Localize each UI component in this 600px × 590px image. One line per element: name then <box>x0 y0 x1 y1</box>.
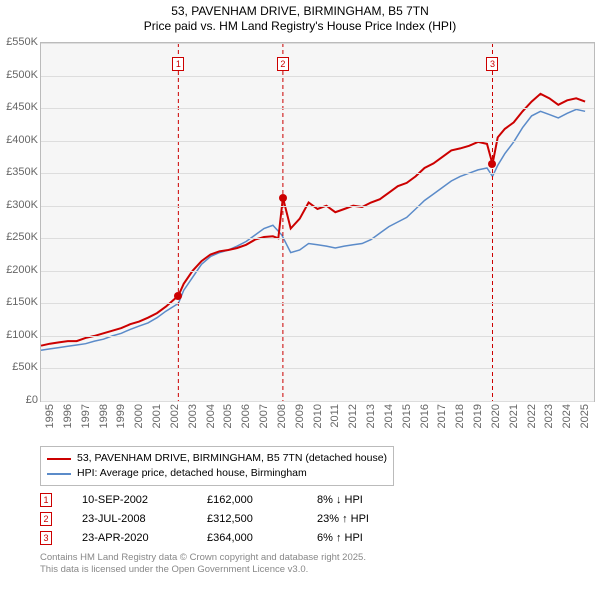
event-price: £364,000 <box>207 532 287 544</box>
event-marker-box: 3 <box>486 57 498 71</box>
x-tick-label: 2025 <box>579 404 591 428</box>
y-tick-label: £550K <box>0 36 38 48</box>
x-tick-label: 2016 <box>419 404 431 428</box>
event-dot <box>174 292 182 300</box>
legend-row-price: 53, PAVENHAM DRIVE, BIRMINGHAM, B5 7TN (… <box>47 451 387 466</box>
y-tick-label: £200K <box>0 264 38 276</box>
gridline-h <box>41 43 594 44</box>
x-tick-label: 2013 <box>365 404 377 428</box>
gridline-h <box>41 108 594 109</box>
event-dot <box>279 194 287 202</box>
x-tick-label: 2023 <box>543 404 555 428</box>
gridline-h <box>41 173 594 174</box>
x-tick-label: 2009 <box>294 404 306 428</box>
y-tick-label: £500K <box>0 69 38 81</box>
x-tick-label: 2004 <box>205 404 217 428</box>
event-marker-box: 1 <box>172 57 184 71</box>
x-tick-label: 2020 <box>490 404 502 428</box>
legend: 53, PAVENHAM DRIVE, BIRMINGHAM, B5 7TN (… <box>40 446 394 486</box>
y-tick-label: £100K <box>0 329 38 341</box>
attribution-line1: Contains HM Land Registry data © Crown c… <box>40 552 366 564</box>
x-tick-label: 2010 <box>312 404 324 428</box>
event-date: 23-JUL-2008 <box>82 513 177 525</box>
y-tick-label: £400K <box>0 134 38 146</box>
gridline-h <box>41 368 594 369</box>
x-tick-label: 2003 <box>187 404 199 428</box>
gridline-h <box>41 141 594 142</box>
x-tick-label: 2019 <box>472 404 484 428</box>
legend-swatch-price <box>47 458 71 460</box>
legend-row-hpi: HPI: Average price, detached house, Birm… <box>47 466 387 481</box>
y-tick-label: £0 <box>0 394 38 406</box>
x-tick-label: 2014 <box>383 404 395 428</box>
events-table: 1 10-SEP-2002 £162,000 8% ↓ HPI 2 23-JUL-2008… <box>40 490 407 547</box>
y-tick-label: £350K <box>0 166 38 178</box>
y-tick-label: £300K <box>0 199 38 211</box>
x-tick-label: 2005 <box>222 404 234 428</box>
gridline-h <box>41 401 594 402</box>
x-tick-label: 2000 <box>133 404 145 428</box>
event-date: 10-SEP-2002 <box>82 494 177 506</box>
x-tick-label: 2015 <box>401 404 413 428</box>
series-price_paid <box>41 94 585 346</box>
title-line2: Price paid vs. HM Land Registry's House … <box>0 19 600 34</box>
event-row: 1 10-SEP-2002 £162,000 8% ↓ HPI <box>40 490 407 509</box>
event-price: £312,500 <box>207 513 287 525</box>
x-tick-label: 2022 <box>526 404 538 428</box>
legend-swatch-hpi <box>47 473 71 475</box>
x-tick-label: 2007 <box>258 404 270 428</box>
y-tick-label: £50K <box>0 361 38 373</box>
x-tick-label: 1999 <box>115 404 127 428</box>
y-tick-label: £450K <box>0 101 38 113</box>
x-tick-label: 2002 <box>169 404 181 428</box>
gridline-h <box>41 76 594 77</box>
gridline-h <box>41 271 594 272</box>
event-hpi: 23% ↑ HPI <box>317 513 407 525</box>
gridline-h <box>41 238 594 239</box>
series-hpi <box>41 109 585 350</box>
event-row-marker: 3 <box>40 531 52 545</box>
event-hpi: 6% ↑ HPI <box>317 532 407 544</box>
title-line1: 53, PAVENHAM DRIVE, BIRMINGHAM, B5 7TN <box>0 4 600 19</box>
y-tick-label: £250K <box>0 231 38 243</box>
chart-plot-area: 1 2 3 <box>40 42 595 402</box>
x-tick-label: 1998 <box>98 404 110 428</box>
x-tick-label: 2017 <box>436 404 448 428</box>
x-tick-label: 2018 <box>454 404 466 428</box>
gridline-h <box>41 206 594 207</box>
legend-label-hpi: HPI: Average price, detached house, Birm… <box>77 466 307 481</box>
legend-label-price: 53, PAVENHAM DRIVE, BIRMINGHAM, B5 7TN (… <box>77 451 387 466</box>
x-tick-label: 2001 <box>151 404 163 428</box>
attribution-line2: This data is licensed under the Open Gov… <box>40 564 366 576</box>
chart-svg <box>41 43 594 401</box>
title-block: 53, PAVENHAM DRIVE, BIRMINGHAM, B5 7TN P… <box>0 0 600 34</box>
x-tick-label: 2012 <box>347 404 359 428</box>
x-tick-label: 1996 <box>62 404 74 428</box>
event-marker-box: 2 <box>277 57 289 71</box>
x-tick-label: 2008 <box>276 404 288 428</box>
y-tick-label: £150K <box>0 296 38 308</box>
x-tick-label: 2011 <box>329 404 341 428</box>
event-row-marker: 1 <box>40 493 52 507</box>
x-tick-label: 2021 <box>508 404 520 428</box>
x-tick-label: 1997 <box>80 404 92 428</box>
event-row: 2 23-JUL-2008 £312,500 23% ↑ HPI <box>40 509 407 528</box>
x-tick-label: 2006 <box>240 404 252 428</box>
event-date: 23-APR-2020 <box>82 532 177 544</box>
event-price: £162,000 <box>207 494 287 506</box>
event-row-marker: 2 <box>40 512 52 526</box>
attribution: Contains HM Land Registry data © Crown c… <box>40 552 366 576</box>
gridline-h <box>41 303 594 304</box>
gridline-h <box>41 336 594 337</box>
event-row: 3 23-APR-2020 £364,000 6% ↑ HPI <box>40 528 407 547</box>
event-dot <box>488 160 496 168</box>
x-tick-label: 2024 <box>561 404 573 428</box>
event-hpi: 8% ↓ HPI <box>317 494 407 506</box>
x-tick-label: 1995 <box>44 404 56 428</box>
